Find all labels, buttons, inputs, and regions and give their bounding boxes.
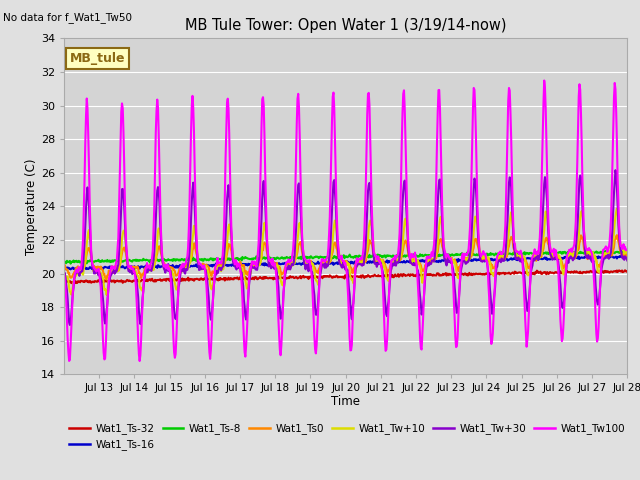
Title: MB Tule Tower: Open Water 1 (3/19/14-now): MB Tule Tower: Open Water 1 (3/19/14-now…: [185, 18, 506, 33]
Text: MB_tule: MB_tule: [70, 52, 125, 65]
X-axis label: Time: Time: [331, 395, 360, 408]
Legend: Wat1_Ts-32, Wat1_Ts-16, Wat1_Ts-8, Wat1_Ts0, Wat1_Tw+10, Wat1_Tw+30, Wat1_Tw100: Wat1_Ts-32, Wat1_Ts-16, Wat1_Ts-8, Wat1_…: [69, 423, 625, 450]
Text: No data for f_Wat1_Tw50: No data for f_Wat1_Tw50: [3, 12, 132, 23]
Y-axis label: Temperature (C): Temperature (C): [25, 158, 38, 255]
